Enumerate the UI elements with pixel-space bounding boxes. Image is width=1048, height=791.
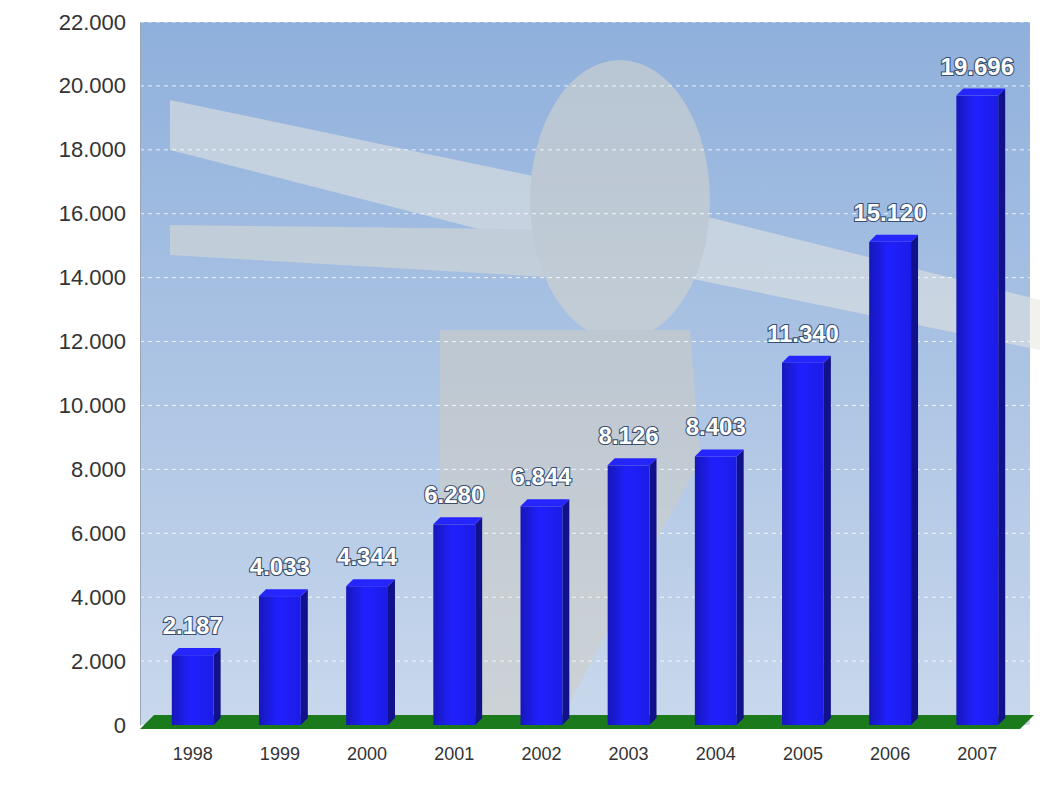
bar-side (650, 458, 657, 725)
bar-side (388, 579, 395, 725)
y-tick: 10.000 (59, 393, 140, 418)
grid (140, 22, 1030, 725)
x-tick-label: 2007 (957, 744, 997, 764)
y-tick: 4.000 (71, 585, 140, 610)
bar-top (782, 356, 831, 363)
x-tick: 2001 (434, 725, 474, 764)
y-tick: 18.000 (59, 137, 140, 162)
y-tick-label: 2.000 (71, 649, 126, 674)
y-tick-label: 0 (114, 713, 126, 738)
grid-line (140, 149, 1030, 150)
grid-line (140, 22, 1030, 23)
x-tick: 2000 (347, 725, 387, 764)
x-tick-label: 2006 (870, 744, 910, 764)
y-tick: 8.000 (71, 457, 140, 482)
y-tick-label: 10.000 (59, 393, 126, 418)
data-label: 6.280 (424, 481, 484, 508)
x-tick-label: 1998 (173, 744, 213, 764)
y-tick-label: 20.000 (59, 73, 126, 98)
bar-side (214, 648, 221, 725)
y-tick-label: 6.000 (71, 521, 126, 546)
bar-top (520, 499, 569, 506)
y-tick-label: 18.000 (59, 137, 126, 162)
bar (956, 96, 998, 725)
bar (433, 524, 475, 725)
y-tick: 0 (114, 713, 140, 738)
data-labels: 2.187 4.033 4.344 6.280 6.844 8.126 8.403 11.34… (163, 53, 1014, 639)
bar-top (433, 517, 482, 524)
bar (608, 465, 650, 725)
data-label: 11.340 (767, 320, 839, 347)
bar (869, 242, 911, 725)
bar-top (346, 579, 395, 586)
x-axis: 1998 1999 2000 2001 2002 2003 2004 2005 2006 2007 (151, 725, 1021, 764)
y-tick-label: 12.000 (59, 329, 126, 354)
bar-top (172, 648, 221, 655)
bar-side (301, 589, 308, 725)
y-tick: 6.000 (71, 521, 140, 546)
bar-top (695, 449, 744, 456)
x-tick: 2002 (521, 725, 561, 764)
chart: 0 2.000 4.000 6.000 8.000 10.000 12.000 14.000 1… (0, 0, 1048, 791)
bar (172, 655, 214, 725)
data-label: 4.344 (337, 543, 398, 570)
bar (346, 586, 388, 725)
data-label: 2.187 (163, 612, 223, 639)
y-tick-label: 14.000 (59, 265, 126, 290)
bars (172, 89, 1005, 725)
y-tick: 12.000 (59, 329, 140, 354)
bar (782, 363, 824, 725)
x-tick-label: 2004 (696, 744, 736, 764)
x-axis-line (151, 725, 1021, 726)
y-tick-label: 22.000 (59, 10, 126, 35)
y-tick: 14.000 (59, 265, 140, 290)
y-tick: 20.000 (59, 73, 140, 98)
y-tick: 16.000 (59, 201, 140, 226)
data-label: 19.696 (941, 53, 1014, 80)
x-tick: 2007 (957, 725, 997, 764)
x-tick: 2004 (696, 725, 736, 764)
x-tick-label: 2001 (434, 744, 474, 764)
x-tick: 1998 (173, 725, 213, 764)
y-tick: 22.000 (59, 10, 140, 35)
bar (520, 506, 562, 725)
x-tick-label: 2000 (347, 744, 387, 764)
turbine-hub (530, 60, 710, 340)
bar-side (737, 449, 744, 725)
x-tick: 2006 (870, 725, 910, 764)
data-label: 8.403 (686, 413, 746, 440)
data-label: 15.120 (853, 199, 926, 226)
data-label: 6.844 (511, 463, 572, 490)
bar (695, 456, 737, 725)
x-tick: 1999 (260, 725, 300, 764)
bar-side (998, 89, 1005, 725)
x-tick-label: 1999 (260, 744, 300, 764)
grid-line (140, 85, 1030, 86)
bar-top (956, 89, 1005, 96)
bar (259, 596, 301, 725)
data-label: 4.033 (250, 553, 310, 580)
x-tick-label: 2005 (783, 744, 823, 764)
y-tick-label: 16.000 (59, 201, 126, 226)
bar-side (911, 235, 918, 725)
data-label: 8.126 (599, 422, 659, 449)
bar-side (475, 517, 482, 725)
y-tick: 2.000 (71, 649, 140, 674)
bar-side (562, 499, 569, 725)
x-tick-label: 2003 (609, 744, 649, 764)
y-axis-line (140, 23, 141, 726)
y-axis: 0 2.000 4.000 6.000 8.000 10.000 12.000 14.000 1… (59, 10, 141, 738)
x-tick-label: 2002 (521, 744, 561, 764)
bar-top (608, 458, 657, 465)
x-tick: 2003 (609, 725, 649, 764)
bar-top (869, 235, 918, 242)
x-tick: 2005 (783, 725, 823, 764)
bar-top (259, 589, 308, 596)
bar-side (824, 356, 831, 725)
y-tick-label: 4.000 (71, 585, 126, 610)
y-tick-label: 8.000 (71, 457, 126, 482)
